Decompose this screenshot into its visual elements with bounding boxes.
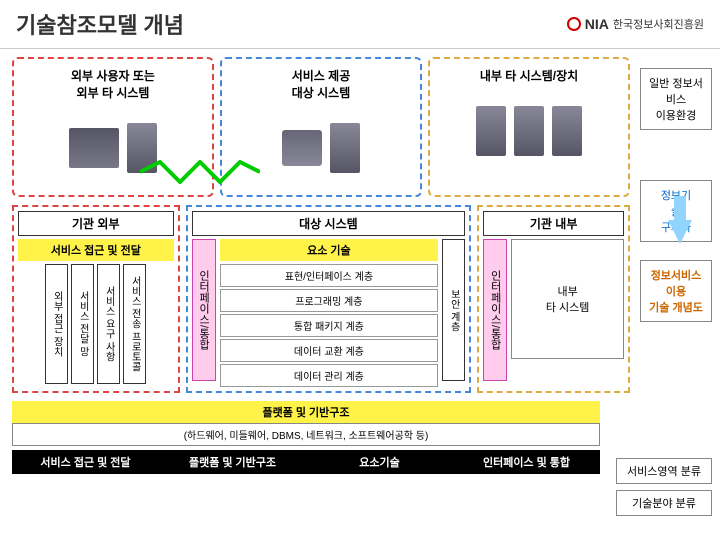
external-org-header: 기관 외부 bbox=[18, 211, 174, 236]
interface-left: 인터페이스/통합 bbox=[192, 239, 216, 381]
footer-tech-field: 기술분야 분류 bbox=[616, 490, 712, 516]
platform-title: 플랫폼 및 기반구조 bbox=[12, 401, 600, 423]
internal-server-2-icon bbox=[514, 106, 544, 156]
service-server-icon bbox=[330, 123, 360, 173]
side-label-general-env: 일반 정보서비스 이용환경 bbox=[640, 68, 712, 130]
mid-col-external: 기관 외부 서비스 접근 및 전달 외부 접근 장치 서비스 전달 망 서비스 … bbox=[12, 205, 180, 393]
service-label: 서비스 제공 대상 시스템 bbox=[226, 63, 416, 105]
top-row: 외부 사용자 또는 외부 타 시스템 서비스 제공 대상 시스템 내부 타 시스… bbox=[0, 49, 720, 201]
element-tech-header: 요소 기술 bbox=[220, 239, 439, 261]
internal-label: 내부 타 시스템/장치 bbox=[434, 63, 624, 88]
mid-col-target: 대상 시스템 인터페이스/통합 요소 기술 표현/인터페이스 계층 프로그래밍 … bbox=[186, 205, 472, 393]
footer-service-area: 서비스영역 분류 bbox=[616, 458, 712, 484]
vert-service-req: 서비스 요구 사항 bbox=[97, 264, 120, 384]
desk-icon bbox=[69, 128, 119, 168]
external-label: 외부 사용자 또는 외부 타 시스템 bbox=[18, 63, 208, 105]
computer-icon bbox=[282, 130, 322, 166]
org-text: 한국정보사회진흥원 bbox=[613, 16, 704, 32]
platform-sub: (하드웨어, 미들웨어, DBMS, 네트워크, 소프트웨어공학 등) bbox=[12, 423, 600, 446]
interface-right: 인터페이스/통합 bbox=[483, 239, 507, 381]
layer-package: 통합 패키지 계층 bbox=[220, 314, 439, 337]
nia-text: NIA bbox=[585, 16, 609, 32]
layer-data-mgmt: 데이터 관리 계층 bbox=[220, 364, 439, 387]
bb-interface: 인터페이스 및 통합 bbox=[453, 450, 600, 474]
vert-protocol: 서비스 전송 프로토콜 bbox=[123, 264, 146, 384]
zigzag-icon bbox=[140, 160, 260, 184]
target-system-header: 대상 시스템 bbox=[192, 211, 466, 236]
service-access-header: 서비스 접근 및 전달 bbox=[18, 239, 174, 261]
page-title: 기술참조모델 개념 bbox=[16, 8, 184, 40]
side-label-concept-diagram: 정보서비스 이용 기술 개념도 bbox=[640, 260, 712, 322]
bb-platform: 플랫폼 및 기반구조 bbox=[159, 450, 306, 474]
top-box-internal: 내부 타 시스템/장치 bbox=[428, 57, 630, 197]
nia-logo: NIA 한국정보사회진흥원 bbox=[567, 16, 704, 32]
logo-circle-icon bbox=[567, 17, 581, 31]
vert-delivery-net: 서비스 전달 망 bbox=[71, 264, 94, 384]
internal-server-3-icon bbox=[552, 106, 582, 156]
layer-programming: 프로그래밍 계층 bbox=[220, 289, 439, 312]
arrow-down-icon bbox=[668, 220, 692, 244]
mid-section: 기관 외부 서비스 접근 및 전달 외부 접근 장치 서비스 전달 망 서비스 … bbox=[0, 201, 720, 397]
mid-col-internal: 기관 내부 인터페이스/통합 내부 타 시스템 bbox=[477, 205, 630, 393]
security-layer: 보안 계층 bbox=[442, 239, 465, 381]
vert-access-device: 외부 접근 장치 bbox=[45, 264, 68, 384]
internal-server-1-icon bbox=[476, 106, 506, 156]
layer-presentation: 표현/인터페이스 계층 bbox=[220, 264, 439, 287]
header: 기술참조모델 개념 NIA 한국정보사회진흥원 bbox=[0, 0, 720, 49]
platform-bar: 플랫폼 및 기반구조 (하드웨어, 미들웨어, DBMS, 네트워크, 소프트웨… bbox=[12, 401, 600, 446]
bb-access: 서비스 접근 및 전달 bbox=[12, 450, 159, 474]
internal-system-box: 내부 타 시스템 bbox=[511, 239, 624, 359]
bottom-black-bar: 서비스 접근 및 전달 플랫폼 및 기반구조 요소기술 인터페이스 및 통합 bbox=[12, 450, 600, 474]
bb-element: 요소기술 bbox=[306, 450, 453, 474]
layer-data-exchange: 데이터 교환 계층 bbox=[220, 339, 439, 362]
internal-org-header: 기관 내부 bbox=[483, 211, 624, 236]
